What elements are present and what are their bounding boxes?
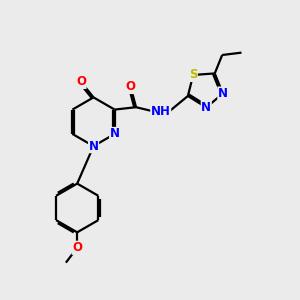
Text: O: O [76, 75, 86, 88]
Text: N: N [110, 128, 120, 140]
Text: O: O [72, 241, 82, 254]
Text: NH: NH [151, 106, 171, 118]
Text: N: N [218, 87, 228, 100]
Text: N: N [88, 140, 98, 153]
Text: O: O [126, 80, 136, 94]
Text: S: S [189, 68, 197, 82]
Text: N: N [201, 101, 211, 114]
